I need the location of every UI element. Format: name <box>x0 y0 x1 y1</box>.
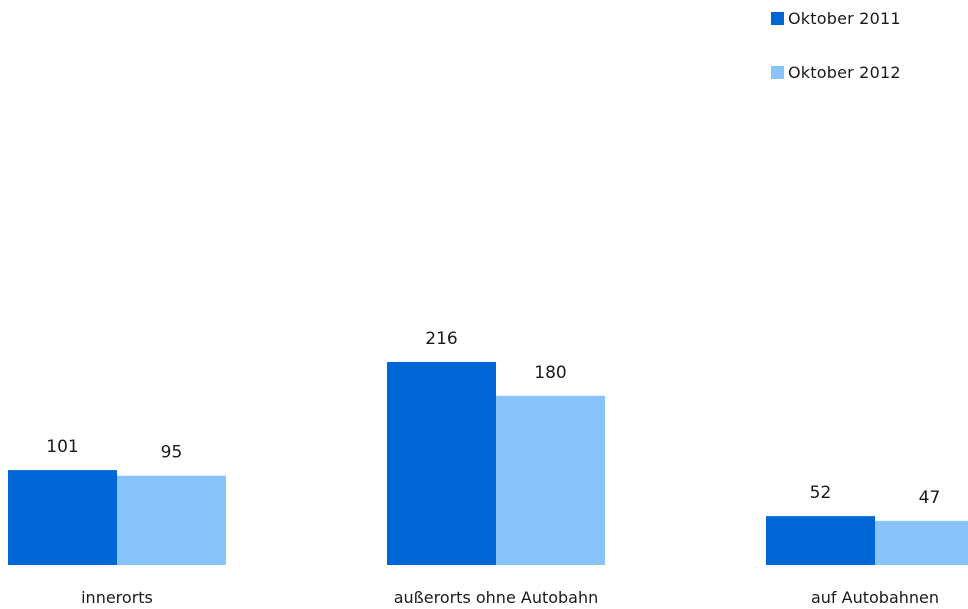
bar-2011-2 <box>766 516 875 565</box>
data-label-2011-2: 52 <box>810 483 832 503</box>
data-label-2012-2: 47 <box>919 488 941 508</box>
legend-label-2012: Oktober 2012 <box>788 62 901 82</box>
data-label-2011-1: 216 <box>425 329 457 349</box>
data-label-2012-1: 180 <box>534 363 566 383</box>
data-label-2012-0: 95 <box>161 443 183 463</box>
bar-2011-0 <box>8 470 117 565</box>
category-label-1: außerorts ohne Autobahn <box>394 588 599 607</box>
legend: Oktober 2011 Oktober 2012 <box>771 6 901 114</box>
legend-swatch-2011 <box>771 11 784 25</box>
bar-2012-1 <box>496 395 605 565</box>
category-label-0: innerorts <box>81 588 153 607</box>
data-label-2011-0: 101 <box>46 437 78 457</box>
bar-2012-0 <box>117 475 226 565</box>
legend-swatch-2012 <box>771 65 784 79</box>
bar-2012-2 <box>875 520 968 565</box>
legend-item-2011: Oktober 2011 <box>771 6 901 30</box>
legend-item-2012: Oktober 2012 <box>771 60 901 84</box>
category-label-2: auf Autobahnen <box>811 588 939 607</box>
legend-label-2011: Oktober 2011 <box>788 8 901 28</box>
bar-2011-1 <box>387 362 496 565</box>
